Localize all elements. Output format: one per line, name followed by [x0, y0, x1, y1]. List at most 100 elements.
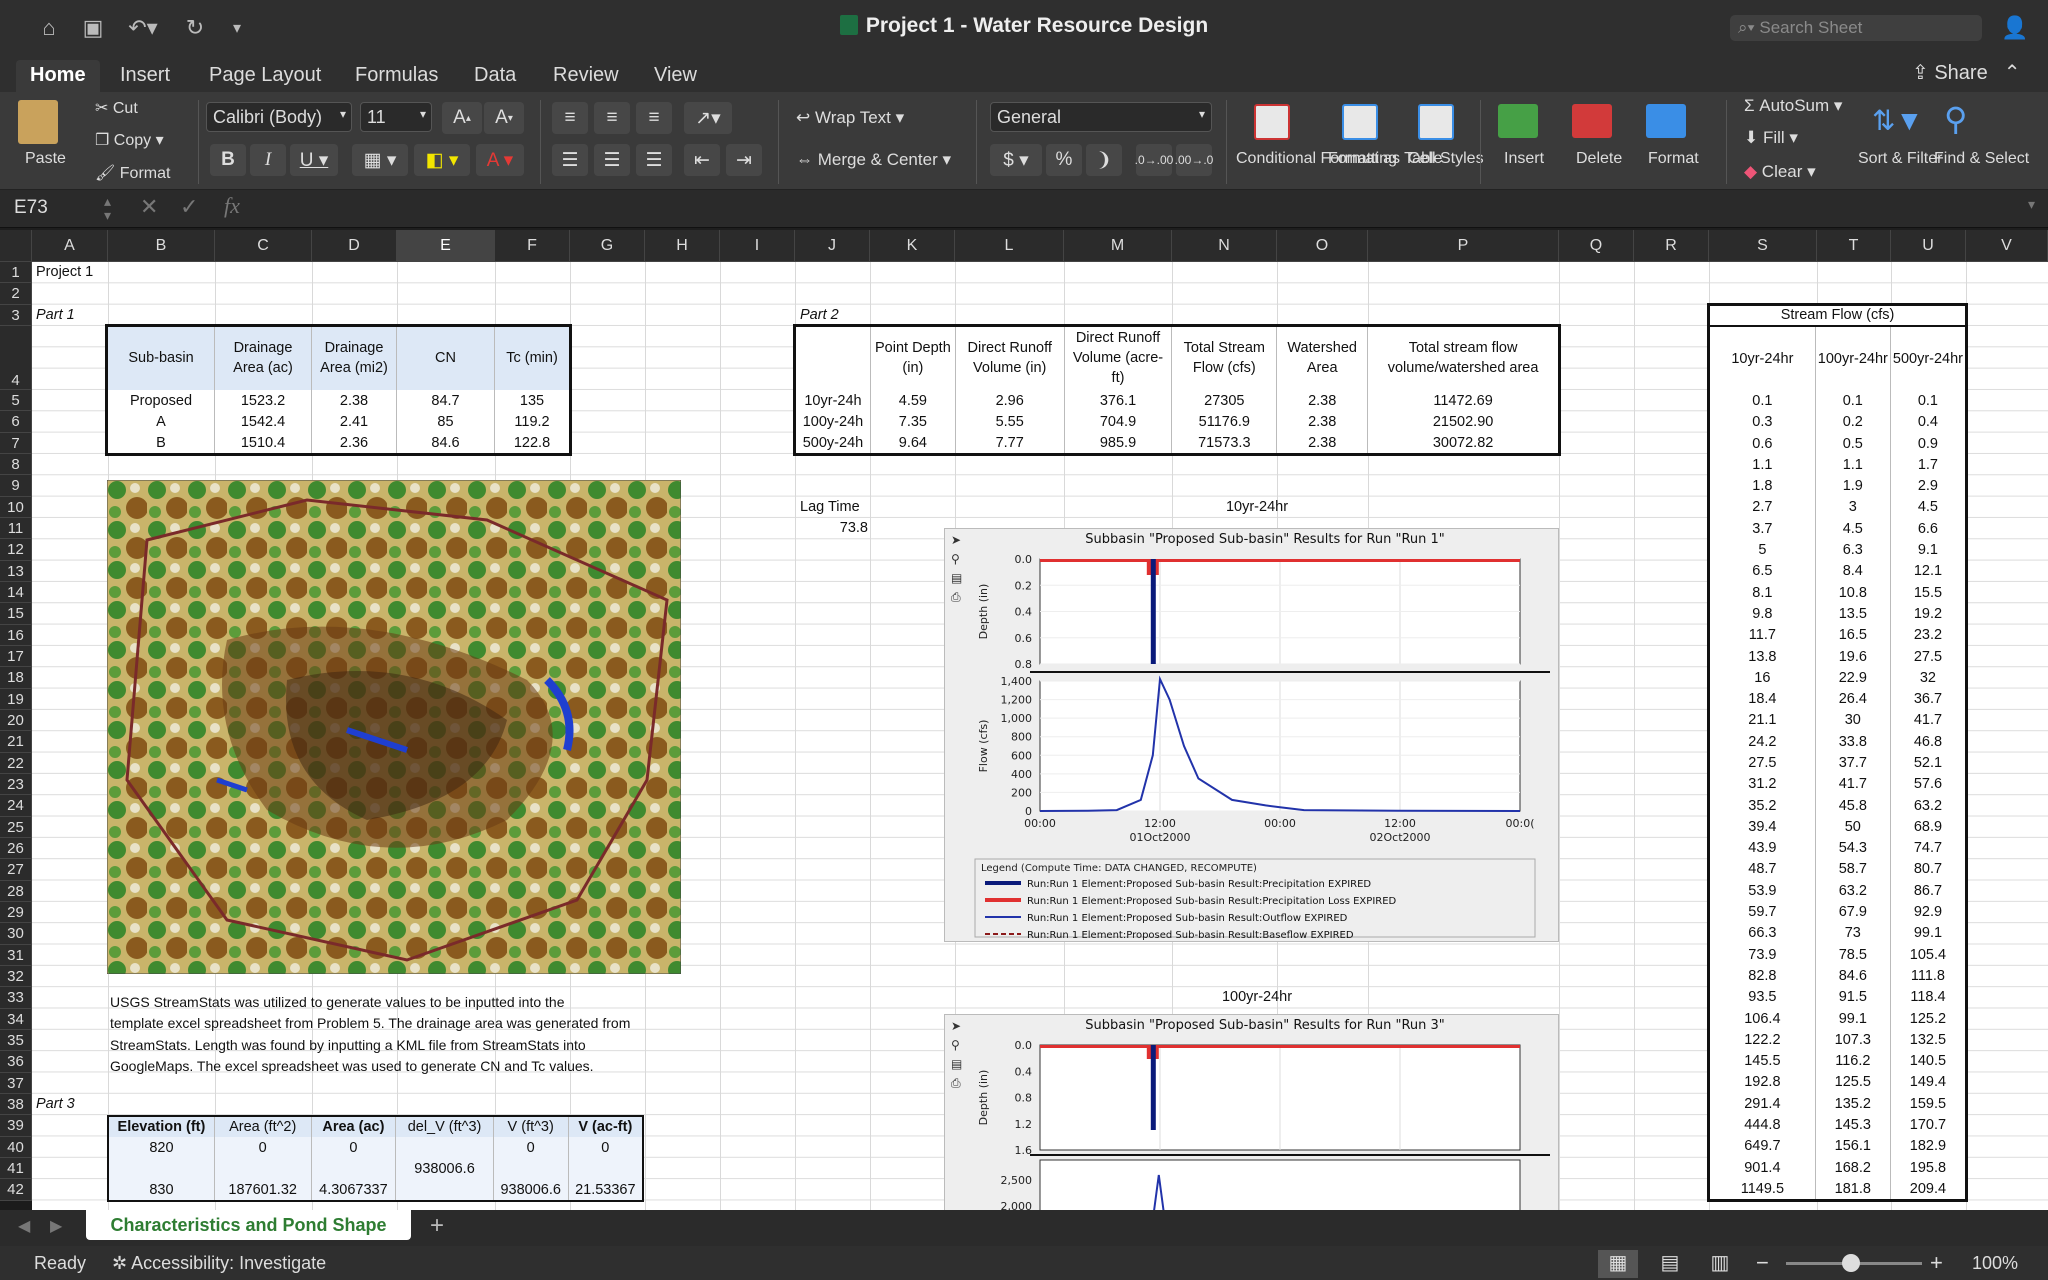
table-cell[interactable]: 13.5 — [1814, 603, 1891, 625]
column-header[interactable]: R — [1634, 230, 1709, 262]
column-header-cell[interactable]: Point Depth (in) — [869, 326, 956, 390]
fill-button[interactable]: ⬇ Fill ▾ — [1744, 128, 1798, 147]
pointer-tool-icon[interactable]: ➤ — [951, 533, 962, 547]
column-header[interactable]: B — [108, 230, 215, 262]
cut-button[interactable]: ✂ Cut — [95, 100, 138, 117]
delete-button[interactable]: Delete — [1576, 150, 1623, 167]
align-right-icon[interactable]: ☰ — [636, 144, 672, 176]
table-cell[interactable]: 0 — [567, 1137, 644, 1159]
table-cell[interactable] — [492, 1158, 569, 1180]
table-cell[interactable]: 181.8 — [1814, 1178, 1891, 1200]
table-cell[interactable]: A — [107, 411, 215, 433]
table-cell[interactable]: 649.7 — [1709, 1135, 1816, 1157]
table-cell[interactable]: 209.4 — [1889, 1178, 1967, 1200]
table-cell[interactable] — [395, 1137, 494, 1159]
find-select-button[interactable]: Find & Select — [1934, 150, 2030, 167]
zoom-in-icon[interactable]: + — [1930, 1250, 1943, 1275]
zoom-tool-icon[interactable]: ⚲ — [951, 552, 960, 566]
row-header[interactable]: 42 — [0, 1179, 32, 1201]
column-header-cell[interactable]: Drainage Area (ac) — [214, 326, 312, 390]
table-cell[interactable]: 30072.82 — [1367, 432, 1559, 454]
row-header[interactable]: 5 — [0, 389, 32, 412]
table-cell[interactable]: 27.5 — [1709, 752, 1816, 774]
column-header-cell[interactable]: Direct Runoff Volume (acre-ft) — [1063, 326, 1173, 390]
table-cell[interactable]: 84.6 — [396, 432, 495, 454]
table-cell[interactable]: 41.7 — [1814, 773, 1891, 795]
table-cell[interactable]: 91.5 — [1814, 986, 1891, 1008]
row-header[interactable]: 6 — [0, 411, 32, 433]
wrap-text-button[interactable]: ↩ Wrap Text ▾ — [796, 108, 905, 127]
add-sheet-icon[interactable]: + — [430, 1212, 445, 1239]
table-cell[interactable]: 9.8 — [1709, 603, 1816, 625]
align-center-icon[interactable]: ☰ — [594, 144, 630, 176]
table-cell[interactable]: 901.4 — [1709, 1156, 1816, 1179]
column-header[interactable]: P — [1368, 230, 1559, 262]
normal-view-icon[interactable]: ▦ — [1598, 1250, 1638, 1278]
table-cell[interactable]: 149.4 — [1889, 1071, 1967, 1094]
undo-icon[interactable]: ↶▾ — [128, 15, 158, 40]
row-header[interactable]: 41 — [0, 1157, 32, 1180]
table-cell[interactable]: 36.7 — [1889, 688, 1967, 710]
table-cell[interactable]: 1.9 — [1814, 475, 1891, 497]
italic-button[interactable]: I — [250, 144, 286, 176]
row-header[interactable]: 40 — [0, 1136, 32, 1158]
table-cell[interactable]: 11472.69 — [1367, 390, 1559, 412]
row-header[interactable]: 24 — [0, 795, 32, 817]
table-cell[interactable]: 26.4 — [1814, 688, 1891, 710]
align-middle-icon[interactable]: ≡ — [594, 102, 630, 134]
table-cell[interactable]: 1542.4 — [214, 411, 312, 433]
row-header[interactable]: 12 — [0, 539, 32, 561]
table-cell[interactable]: 52.1 — [1889, 752, 1967, 774]
table-cell[interactable]: 0 — [310, 1137, 397, 1159]
table-cell[interactable]: 4.3067337 — [310, 1179, 397, 1202]
print-tool-icon[interactable]: ⎙ — [951, 590, 961, 604]
table-cell[interactable]: 13.8 — [1709, 645, 1816, 668]
cell-styles-button[interactable]: Cell Styles — [1408, 150, 1484, 167]
row-header[interactable]: 7 — [0, 432, 32, 454]
table-cell[interactable]: 7.77 — [954, 432, 1065, 454]
table-cell[interactable]: 99.1 — [1889, 922, 1967, 945]
table-cell[interactable]: 0.5 — [1814, 432, 1891, 455]
align-top-icon[interactable]: ≡ — [552, 102, 588, 134]
table-cell[interactable]: 43.9 — [1709, 837, 1816, 859]
table-cell[interactable]: 4.5 — [1889, 496, 1967, 519]
row-header[interactable]: 9 — [0, 475, 32, 497]
format-button[interactable]: Format — [1648, 150, 1699, 167]
decrease-decimal-button[interactable]: .00→.0 — [1175, 144, 1213, 176]
decrease-indent-icon[interactable]: ⇤ — [684, 144, 720, 176]
table-cell[interactable]: 78.5 — [1814, 944, 1891, 966]
column-header-cell[interactable]: 100yr-24hr — [1814, 326, 1891, 391]
table-cell[interactable]: 50 — [1814, 816, 1891, 838]
table-cell[interactable]: 18.4 — [1709, 688, 1816, 710]
column-header[interactable]: V — [1966, 230, 2048, 262]
redo-icon[interactable]: ↻ — [185, 15, 205, 40]
percent-button[interactable]: % — [1046, 144, 1082, 176]
column-header[interactable]: U — [1891, 230, 1966, 262]
clear-button[interactable]: ◆ Clear ▾ — [1744, 162, 1816, 181]
table-cell[interactable]: 116.2 — [1814, 1050, 1891, 1072]
merge-center-button[interactable]: ⇔ Merge & Center ▾ — [796, 150, 951, 169]
tab-view[interactable]: View — [654, 64, 697, 86]
tab-insert[interactable]: Insert — [120, 64, 171, 86]
table-cell[interactable]: 63.2 — [1889, 794, 1967, 817]
column-header-cell[interactable]: Total stream flow volume/watershed area — [1367, 326, 1559, 390]
table-cell[interactable]: 6.5 — [1709, 560, 1816, 582]
comma-style-button[interactable]: ❩ — [1086, 144, 1122, 176]
tab-data[interactable]: Data — [474, 64, 517, 86]
row-header[interactable]: 15 — [0, 603, 32, 625]
table-cell[interactable]: 0.3 — [1709, 411, 1816, 433]
zoom-level[interactable]: 100% — [1972, 1253, 2019, 1273]
row-header[interactable]: 2 — [0, 283, 32, 305]
table-cell[interactable]: 74.7 — [1889, 837, 1967, 859]
accessibility-status[interactable]: ✲ Accessibility: Investigate — [112, 1253, 327, 1273]
table-cell[interactable]: 21.53367 — [567, 1179, 644, 1202]
table-cell[interactable]: 71573.3 — [1171, 432, 1278, 454]
table-cell[interactable]: 444.8 — [1709, 1114, 1816, 1136]
copy-button[interactable]: ❐ Copy ▾ — [95, 132, 164, 149]
column-header-cell[interactable]: Area (ac) — [310, 1116, 397, 1138]
table-cell[interactable] — [395, 1179, 494, 1202]
table-cell[interactable]: 140.5 — [1889, 1050, 1967, 1072]
row-header[interactable]: 28 — [0, 880, 32, 902]
table-cell[interactable]: 2.38 — [311, 390, 397, 412]
table-cell[interactable]: 5 — [1709, 539, 1816, 561]
